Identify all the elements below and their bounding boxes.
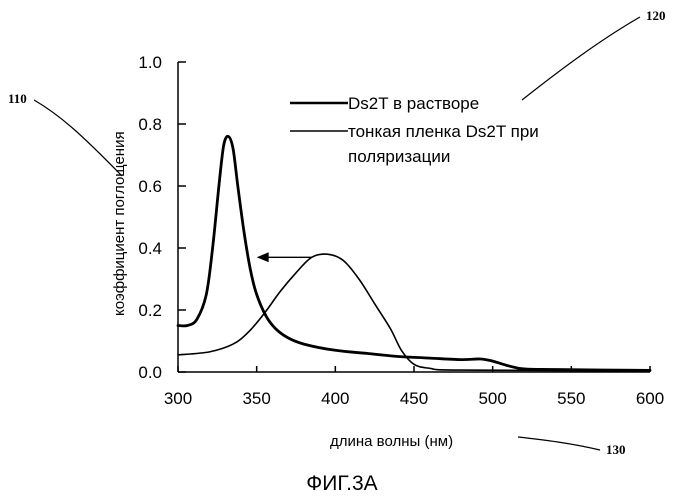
annotation-arrow-head [257, 252, 269, 262]
x-tick-label: 500 [478, 389, 506, 408]
ref-label-130: 130 [606, 442, 626, 457]
legend-label-solution: Ds2T в растворе [348, 94, 479, 113]
legend-label-film-line1: тонкая пленка Ds2T при [348, 122, 539, 141]
x-axis-title: длина волны (нм) [330, 433, 453, 450]
x-tick-label: 600 [636, 389, 664, 408]
series-layer [178, 136, 650, 370]
figure-caption: ФИГ.3А [306, 472, 377, 495]
series-film-line [178, 254, 650, 371]
y-tick-label: 0.0 [138, 363, 162, 382]
legend-label-film: тонкая пленка Ds2T при поляризации [348, 122, 544, 166]
y-tick-label: 0.4 [138, 239, 162, 258]
legend-label-film-line2: поляризации [348, 147, 450, 166]
annotation-layer [257, 252, 312, 262]
y-tick-label: 0.8 [138, 115, 162, 134]
x-tick-label: 300 [164, 389, 192, 408]
x-tick-label: 400 [321, 389, 349, 408]
leader-120 [522, 17, 640, 100]
y-axis-title: коэффициент поглощения [111, 131, 128, 316]
legend: Ds2T в растворе тонкая пленка Ds2T при п… [290, 94, 544, 166]
y-ticks: 0.0 0.2 0.4 0.6 0.8 1.0 [138, 53, 186, 382]
leader-130 [518, 437, 600, 450]
x-tick-label: 550 [557, 389, 585, 408]
y-tick-label: 0.6 [138, 177, 162, 196]
series-solution-line [178, 136, 650, 370]
y-tick-label: 0.2 [138, 301, 162, 320]
leader-110 [34, 100, 122, 176]
ref-label-120: 120 [646, 8, 666, 23]
ref-label-110: 110 [8, 91, 27, 106]
x-tick-label: 350 [242, 389, 270, 408]
y-tick-label: 1.0 [138, 53, 162, 72]
absorption-chart: 0.0 0.2 0.4 0.6 0.8 1.0 300 350 400 450 500 550 600… [0, 0, 684, 499]
x-tick-label: 450 [400, 389, 428, 408]
